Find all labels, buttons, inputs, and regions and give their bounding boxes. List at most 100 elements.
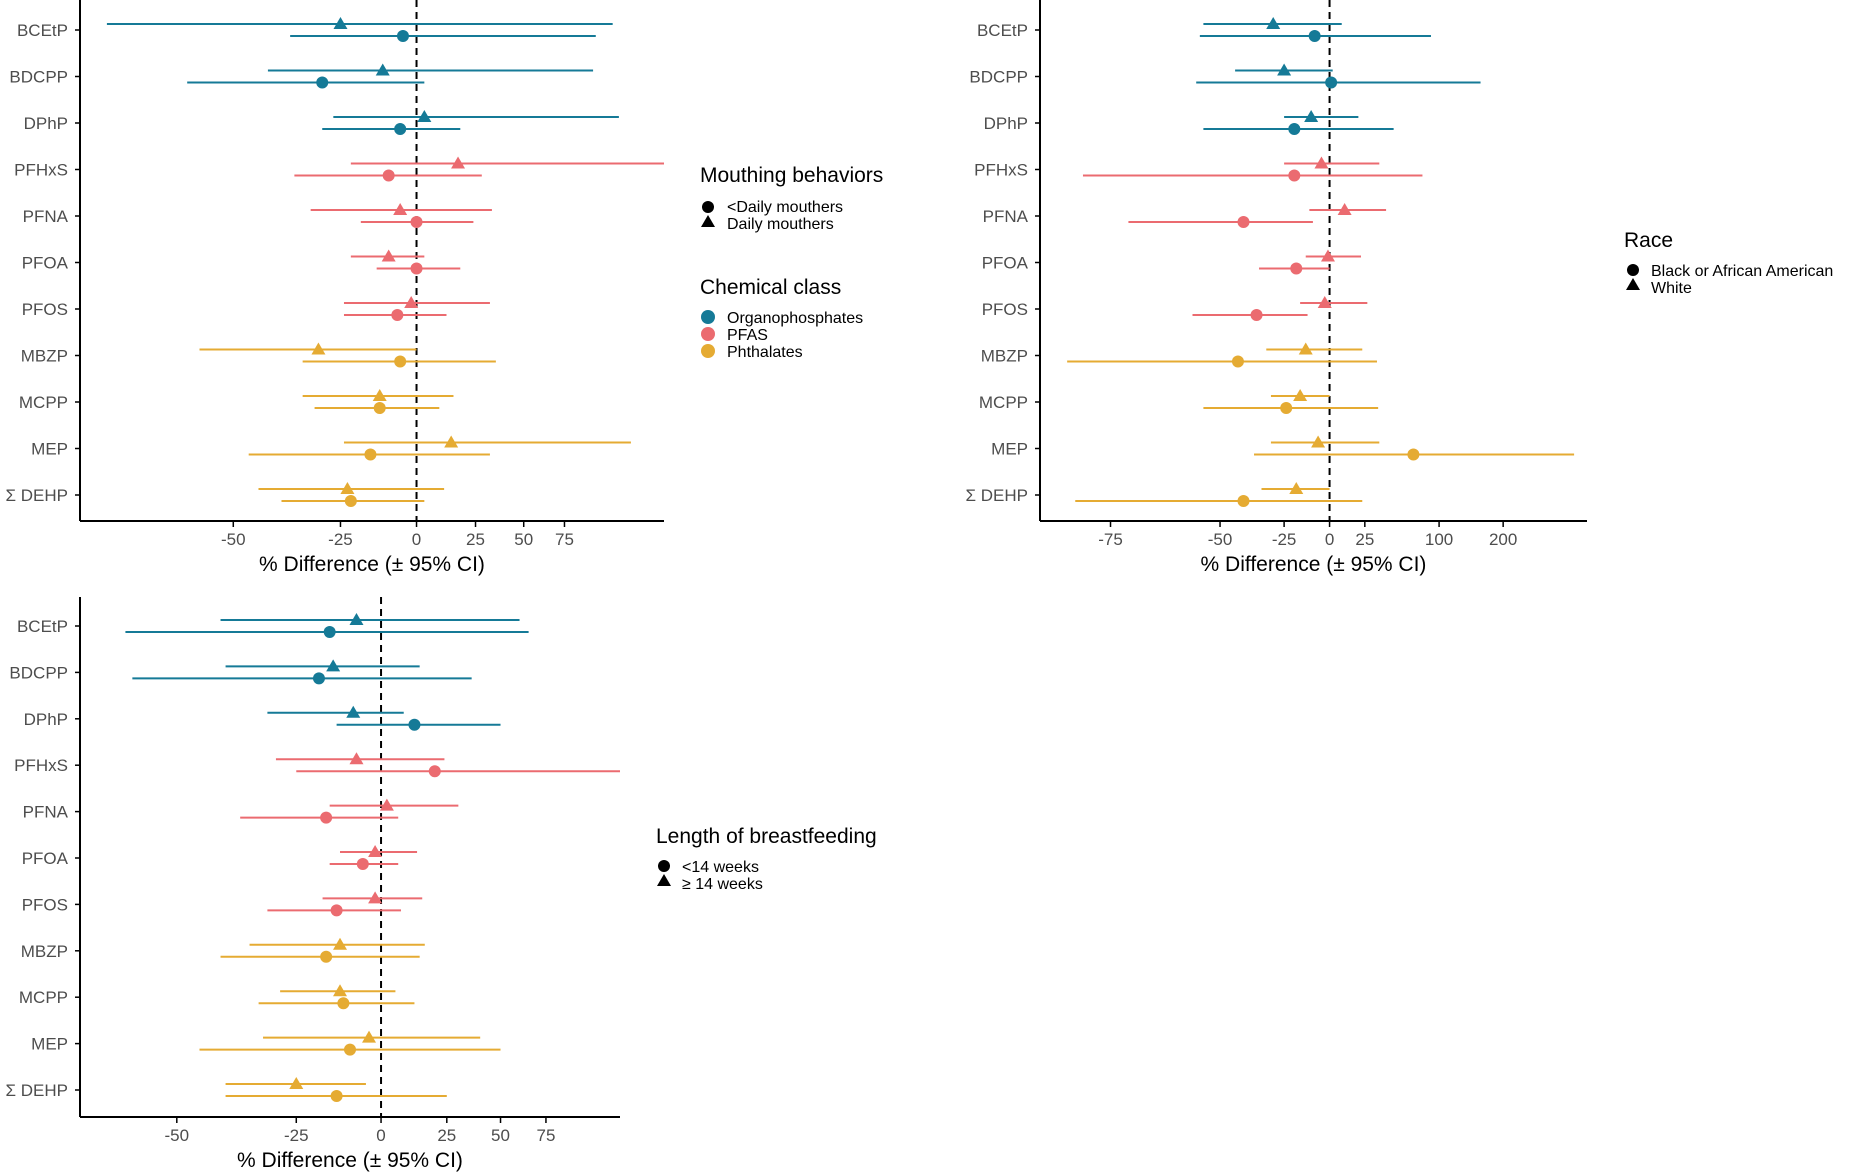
point-estimate-triangle bbox=[311, 342, 326, 355]
legend-phthalates-swatch bbox=[701, 344, 715, 358]
category-label: MEP bbox=[991, 440, 1028, 459]
point-estimate-triangle bbox=[349, 752, 364, 765]
x-tick-label: 25 bbox=[466, 530, 485, 549]
point-estimate-triangle bbox=[1277, 63, 1292, 76]
x-tick-label: 200 bbox=[1489, 530, 1517, 549]
point-estimate-circle bbox=[410, 216, 423, 228]
point-estimate-triangle bbox=[368, 891, 383, 904]
x-tick-label: 25 bbox=[437, 1126, 456, 1145]
x-tick-label: 50 bbox=[491, 1126, 510, 1145]
legend-circle-marker bbox=[702, 201, 714, 213]
legend-item-label: Organophosphates bbox=[727, 310, 863, 327]
point-estimate-circle bbox=[1237, 216, 1250, 228]
point-estimate-circle bbox=[1308, 30, 1321, 42]
x-tick-label: -25 bbox=[328, 530, 353, 549]
x-axis-title: % Difference (± 95% CI) bbox=[259, 553, 485, 576]
chemical-class-legend-title: Chemical class bbox=[700, 276, 841, 299]
point-estimate-circle bbox=[316, 76, 329, 89]
legend-circle-marker bbox=[1627, 264, 1639, 276]
legend-item-label: Phthalates bbox=[727, 344, 803, 361]
category-label: MEP bbox=[31, 1035, 68, 1054]
legend-title: Length of breastfeeding bbox=[656, 825, 877, 848]
x-axis-title: % Difference (± 95% CI) bbox=[237, 1149, 463, 1172]
point-estimate-circle bbox=[394, 355, 407, 368]
category-label: PFHxS bbox=[14, 161, 68, 180]
category-label: BCEtP bbox=[17, 21, 68, 40]
legend-item-label: White bbox=[1651, 280, 1692, 297]
point-estimate-circle bbox=[410, 262, 423, 275]
point-estimate-circle bbox=[391, 309, 404, 321]
x-tick-label: -25 bbox=[284, 1126, 309, 1145]
legend-triangle-marker bbox=[1626, 278, 1640, 290]
legend-item-label: Daily mouthers bbox=[727, 216, 834, 233]
point-estimate-triangle bbox=[326, 659, 341, 672]
legend-item-label: PFAS bbox=[727, 327, 768, 344]
category-label: Σ DEHP bbox=[966, 486, 1028, 505]
category-label: MCPP bbox=[19, 988, 68, 1007]
mouthing-behaviors-legend: Mouthing behaviors <Daily mouthers Daily… bbox=[700, 164, 883, 361]
category-label: MEP bbox=[31, 440, 68, 459]
category-label: BDCPP bbox=[969, 68, 1028, 87]
category-label: PFOA bbox=[982, 254, 1029, 273]
point-estimate-triangle bbox=[340, 482, 355, 494]
point-estimate-circle bbox=[1290, 262, 1303, 275]
point-estimate-circle bbox=[330, 1090, 343, 1102]
point-estimate-triangle bbox=[289, 1077, 304, 1089]
point-estimate-triangle bbox=[1266, 17, 1281, 29]
legend-item-label: <14 weeks bbox=[682, 859, 759, 876]
point-estimate-circle bbox=[323, 626, 336, 638]
category-label: PFNA bbox=[983, 207, 1029, 226]
category-label: MBZP bbox=[21, 942, 68, 961]
category-label: MCPP bbox=[19, 393, 68, 412]
point-estimate-triangle bbox=[1317, 296, 1332, 308]
x-tick-label: -25 bbox=[1272, 530, 1297, 549]
category-label: PFOA bbox=[22, 849, 69, 868]
point-estimate-circle bbox=[1407, 448, 1420, 461]
point-estimate-triangle bbox=[417, 110, 432, 122]
point-estimate-circle bbox=[337, 997, 350, 1010]
point-estimate-circle bbox=[428, 765, 441, 778]
point-estimate-triangle bbox=[1293, 389, 1308, 401]
category-label: Σ DEHP bbox=[6, 486, 68, 505]
race-chart: -75 -50 -25 0 25 100 200 % Difference (± 95% CI… bbox=[966, 0, 1587, 576]
category-label: DPhP bbox=[984, 114, 1028, 133]
point-estimate-circle bbox=[1288, 169, 1301, 182]
x-tick-label: 0 bbox=[412, 530, 421, 549]
point-estimate-triangle bbox=[1314, 156, 1329, 169]
point-estimate-triangle bbox=[362, 1030, 377, 1043]
category-label: BCEtP bbox=[977, 21, 1028, 40]
point-estimate-circle bbox=[373, 402, 386, 414]
point-estimate-circle bbox=[330, 904, 343, 917]
point-estimate-triangle bbox=[375, 63, 390, 76]
x-tick-label: 75 bbox=[536, 1126, 555, 1145]
point-estimate-triangle bbox=[349, 613, 364, 625]
category-label: BCEtP bbox=[17, 617, 68, 636]
point-estimate-triangle bbox=[451, 156, 466, 169]
legend-triangle-marker bbox=[657, 874, 671, 886]
point-estimate-triangle bbox=[368, 845, 383, 857]
point-estimate-circle bbox=[344, 495, 357, 507]
x-tick-label: 50 bbox=[514, 530, 533, 549]
point-estimate-circle bbox=[408, 718, 421, 731]
category-label: MBZP bbox=[21, 347, 68, 366]
point-estimate-triangle bbox=[1311, 435, 1326, 448]
mouthing-behaviors-chart: -50 -25 0 25 50 75 % Difference (± 95% CI) BCEt… bbox=[6, 0, 664, 576]
point-estimate-circle bbox=[382, 169, 395, 182]
category-label: PFNA bbox=[23, 207, 69, 226]
category-label: BDCPP bbox=[9, 68, 68, 87]
category-label: PFOS bbox=[982, 300, 1028, 319]
point-estimate-triangle bbox=[379, 798, 394, 811]
legend-pfas-swatch bbox=[701, 327, 715, 341]
point-estimate-circle bbox=[356, 858, 369, 870]
point-estimate-triangle bbox=[333, 937, 348, 950]
legend-item-label: ≥ 14 weeks bbox=[682, 876, 763, 893]
legend-title: Mouthing behaviors bbox=[700, 164, 883, 187]
point-estimate-triangle bbox=[1320, 249, 1335, 262]
x-tick-label: 100 bbox=[1425, 530, 1453, 549]
x-tick-label: -50 bbox=[165, 1126, 190, 1145]
breastfeeding-chart: -50 -25 0 25 50 75 % Difference (± 95% CI) BCEt… bbox=[6, 597, 620, 1172]
category-label: BDCPP bbox=[9, 663, 68, 682]
x-tick-label: 0 bbox=[376, 1126, 385, 1145]
point-estimate-triangle bbox=[1337, 203, 1352, 215]
category-label: PFHxS bbox=[14, 756, 68, 775]
